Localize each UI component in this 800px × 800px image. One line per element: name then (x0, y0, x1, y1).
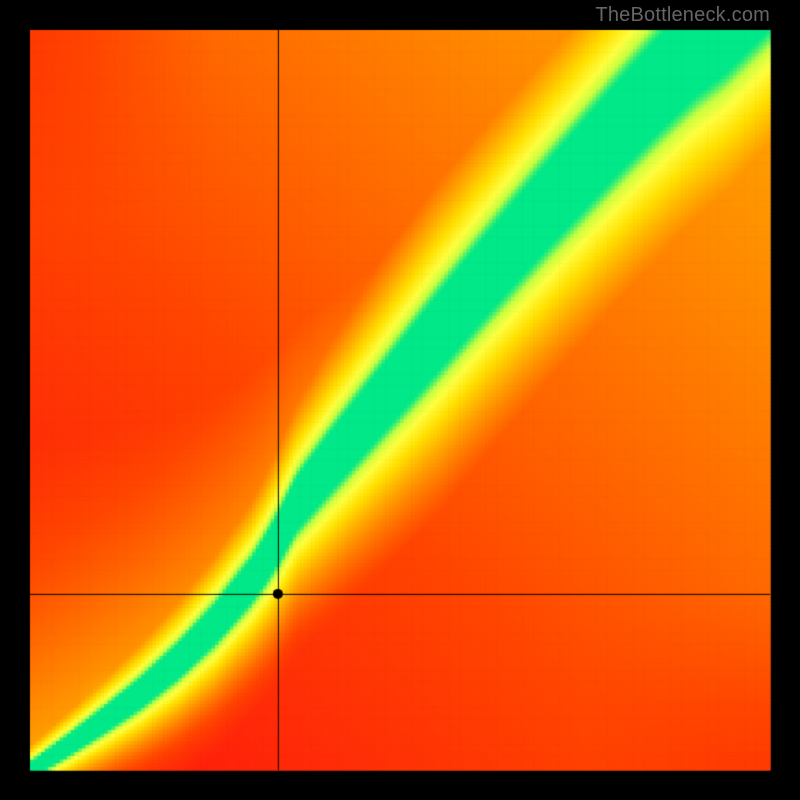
heatmap-canvas (0, 0, 800, 800)
watermark-text: TheBottleneck.com (595, 4, 770, 27)
